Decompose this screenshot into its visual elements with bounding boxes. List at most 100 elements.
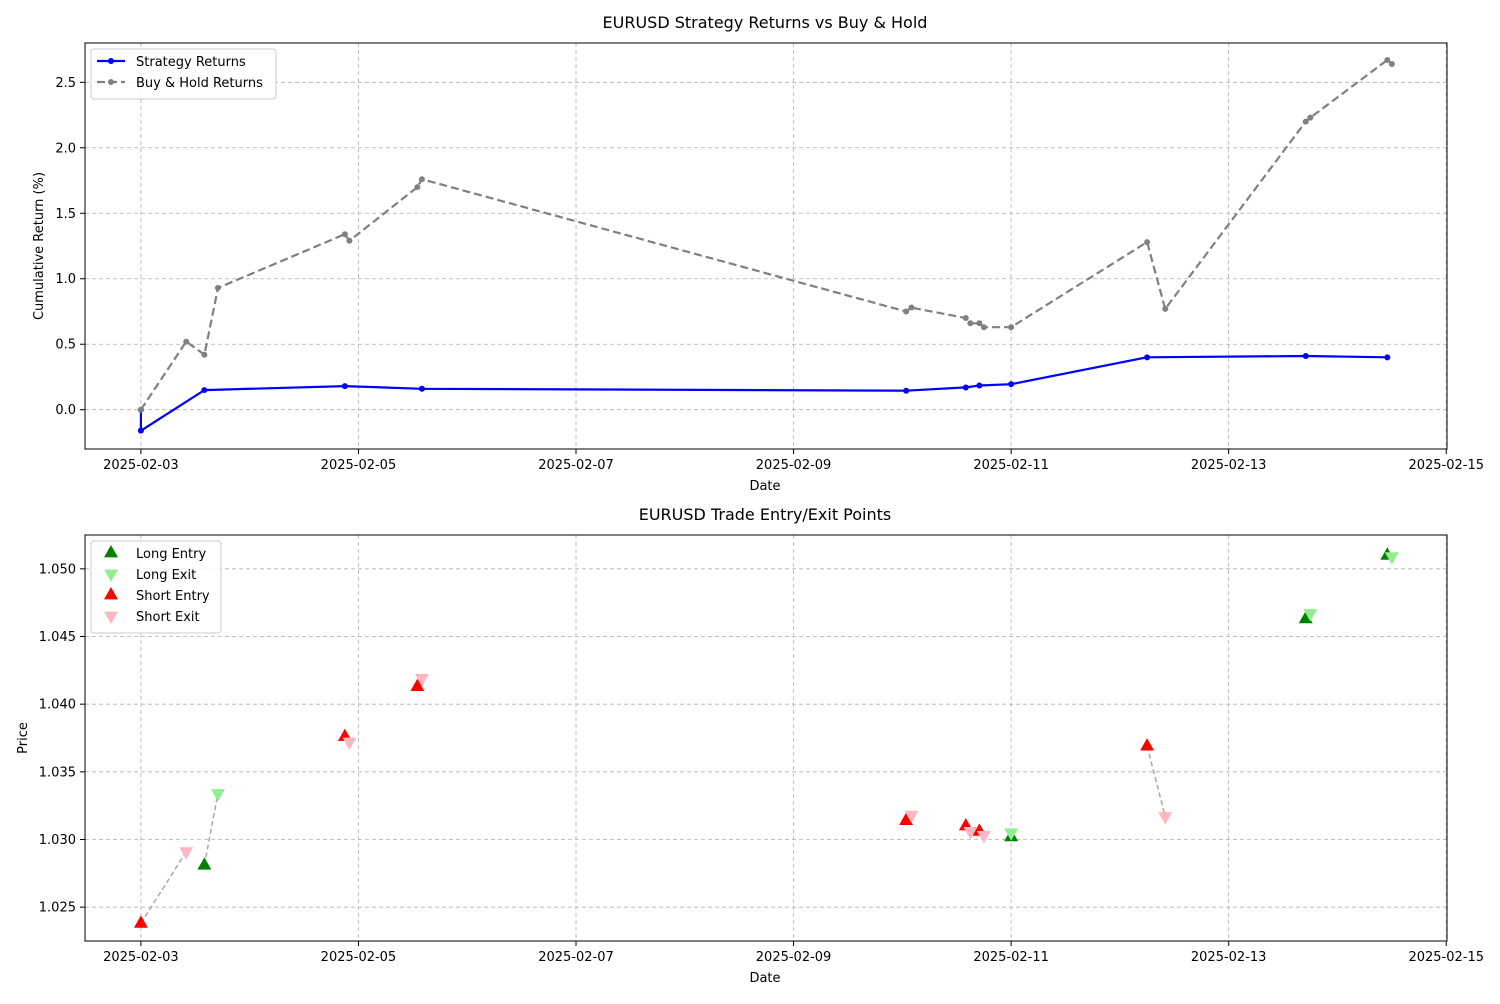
marker-short-exit [976,831,991,844]
marker-short-exit [963,826,978,840]
y-tick-label: 2.0 [55,141,76,156]
series-point-0 [976,382,983,389]
x-tick-label: 2025-02-03 [103,458,179,473]
marker-short-entry [1140,738,1155,751]
x-tick-label: 2025-02-09 [756,458,832,473]
series-point-0 [137,427,144,434]
axes-frame [84,534,1448,942]
legend-label: Long Exit [136,568,196,583]
marker-long-entry [1298,610,1313,624]
series-point-0 [341,383,348,390]
x-tick-label: 2025-02-03 [103,950,179,965]
legend-swatch [104,569,118,582]
x-tick-label: 2025-02-13 [1191,458,1267,473]
marker-short-exit [414,674,429,687]
legend-label: Buy & Hold Returns [136,76,263,91]
series-point-1 [1307,114,1314,121]
legend-swatch-marker [108,58,114,64]
marker-short-exit [179,847,194,860]
legend-swatch [104,611,118,624]
legend-label: Short Exit [136,610,200,625]
y-tick-label: 1.040 [39,698,76,713]
series-point-0 [418,385,425,392]
legend-box [90,540,222,634]
x-tick-label: 2025-02-15 [1408,458,1484,473]
y-tick-label: 0.5 [55,338,76,353]
series-point-1 [214,284,221,291]
legend-box [90,48,277,100]
series-line-0 [139,354,1388,433]
series-point-1 [1302,118,1309,125]
legend-swatch-marker [108,79,114,85]
series-point-0 [962,384,969,391]
marker-short-entry [899,812,914,825]
marker-long-exit [1303,609,1318,622]
series-point-1 [903,308,910,315]
x-axis-label-returns: Date [749,479,780,494]
marker-short-exit [904,810,919,824]
x-tick-label: 2025-02-07 [538,458,614,473]
series-point-0 [903,387,910,394]
series-point-0 [1144,354,1151,361]
y-tick-label: 2.5 [55,76,76,91]
x-tick-label: 2025-02-07 [538,950,614,965]
legend-label: Short Entry [136,589,210,604]
marker-short-exit [1158,812,1173,825]
y-tick-label: 1.030 [39,833,76,848]
x-tick-label: 2025-02-13 [1191,950,1267,965]
marker-long-entry [197,857,212,870]
axes-frame [84,42,1448,450]
series-point-0 [1302,353,1309,360]
series-point-1 [967,320,974,327]
y-axis-label-returns: Cumulative Return (%) [32,172,47,320]
series-point-1 [962,315,969,322]
series-point-0 [1008,381,1015,388]
series-point-1 [1388,60,1395,67]
marker-long-exit [1004,828,1019,841]
series-point-1 [418,176,425,183]
series-point-1 [980,324,987,331]
trade-connector [1146,745,1166,817]
series-point-1 [1162,305,1169,312]
plot-area-returns: 2025-02-03 2025-02-05 2025-02-07 2025-02-09… [55,42,1484,473]
marker-short-entry [410,678,425,691]
y-axis-label-trades: Price [16,722,31,754]
marker-long-exit [210,789,225,802]
y-tick-label: 1.045 [39,630,76,645]
chart-title-trades: EURUSD Trade Entry/Exit Points [639,505,892,524]
y-tick-label: 0.0 [55,403,76,418]
series-point-0 [201,387,208,394]
series-point-1 [201,351,208,358]
series-point-1 [346,237,353,244]
y-tick-label: 1.035 [39,765,76,780]
series-point-1 [137,406,144,413]
legend-label: Long Entry [136,547,206,562]
y-tick-label: 1.0 [55,272,76,287]
plot-area-trades: 2025-02-03 2025-02-05 2025-02-07 2025-02-09… [39,534,1484,965]
x-tick-label: 2025-02-11 [973,950,1049,965]
x-tick-label: 2025-02-05 [321,950,397,965]
marker-short-entry [133,915,148,928]
trade-connector [203,793,219,866]
series-point-1 [414,184,421,191]
x-tick-label: 2025-02-11 [973,458,1049,473]
series-point-1 [976,320,983,327]
legend-swatch [104,545,118,558]
legend-label: Strategy Returns [136,55,246,70]
series-point-1 [183,338,190,345]
series-point-1 [1008,324,1015,331]
series-point-1 [1384,57,1391,64]
marker-short-exit [342,737,357,751]
y-tick-label: 1.5 [55,207,76,222]
series-point-1 [341,231,348,238]
y-tick-label: 1.025 [39,901,76,916]
x-axis-label-trades: Date [749,971,780,986]
y-tick-label: 1.050 [39,562,76,577]
series-point-0 [1384,354,1391,361]
legend-swatch [104,587,118,600]
chart-title-returns: EURUSD Strategy Returns vs Buy & Hold [603,13,928,32]
marker-long-exit [1384,552,1399,565]
x-tick-label: 2025-02-15 [1408,950,1484,965]
